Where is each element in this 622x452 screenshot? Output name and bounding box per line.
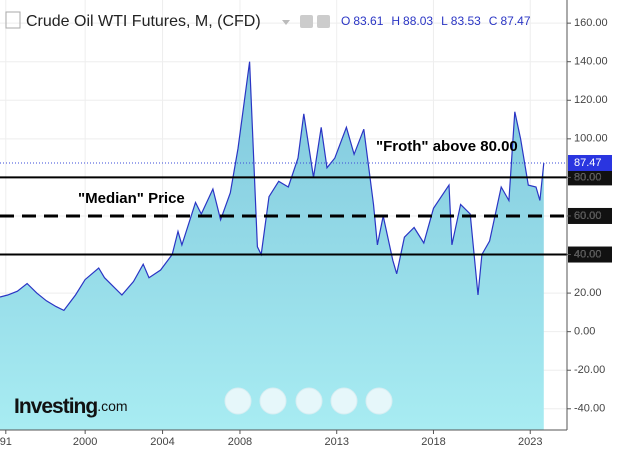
x-tick-label: 2000 (73, 436, 97, 448)
level-tag (568, 246, 612, 263)
y-tick-label: 20.00 (574, 287, 602, 299)
y-tick-label: 140.00 (574, 56, 608, 68)
last-price-label: 87.47 (574, 157, 602, 169)
annotation: "Froth" above 80.00 (376, 138, 518, 155)
ohlc-key: C (489, 14, 498, 28)
annotation: "Median" Price (78, 190, 185, 207)
level-label: 80.00 (574, 171, 602, 183)
nav-right[interactable] (365, 387, 393, 415)
ohlc-key: H (391, 14, 400, 28)
ohlc-value: 88.03 (403, 14, 433, 28)
y-tick-label: 80.00 (574, 171, 602, 183)
close-icon[interactable] (317, 15, 330, 28)
y-tick-label: 120.00 (574, 94, 608, 106)
level-label: 60.00 (574, 210, 602, 222)
level-label: 40.00 (574, 248, 602, 260)
nav-left[interactable] (224, 387, 252, 415)
nav-buttons (224, 387, 393, 415)
symbol-icon (5, 11, 21, 29)
ohlc-key: L (441, 14, 448, 28)
x-tick-label: 2018 (421, 436, 445, 448)
area-fill (0, 61, 544, 430)
y-tick-label: -40.00 (574, 403, 605, 415)
y-tick-label: 40.00 (574, 248, 602, 260)
zoom-in[interactable] (330, 387, 358, 415)
ohlc-key: O (341, 14, 350, 28)
reset[interactable] (295, 387, 323, 415)
y-tick-label: 160.00 (574, 17, 608, 29)
level-tag (568, 169, 612, 186)
level-tag (568, 207, 612, 224)
ohlc-value: 83.53 (451, 14, 481, 28)
ohlc-value: 83.61 (353, 14, 383, 28)
dropdown[interactable] (282, 20, 290, 25)
x-tick-label: 91 (0, 436, 12, 448)
price-line (0, 61, 545, 312)
zoom-out[interactable] (259, 387, 287, 415)
x-tick-label: 2008 (228, 436, 252, 448)
settings-icon[interactable] (300, 15, 313, 28)
x-tick-label: 2004 (150, 436, 174, 448)
last-price-tag (568, 154, 612, 171)
chart-title: Crude Oil WTI Futures, M, (CFD) (26, 13, 261, 30)
y-tick-label: -20.00 (574, 364, 605, 376)
x-tick-label: 2023 (518, 436, 542, 448)
ohlc-value: 87.47 (500, 14, 530, 28)
y-tick-label: 100.00 (574, 133, 608, 145)
y-tick-label: 0.00 (574, 326, 595, 338)
logo: Investing.com (14, 395, 128, 418)
y-tick-label: 60.00 (574, 210, 602, 222)
x-tick-label: 2013 (324, 436, 348, 448)
